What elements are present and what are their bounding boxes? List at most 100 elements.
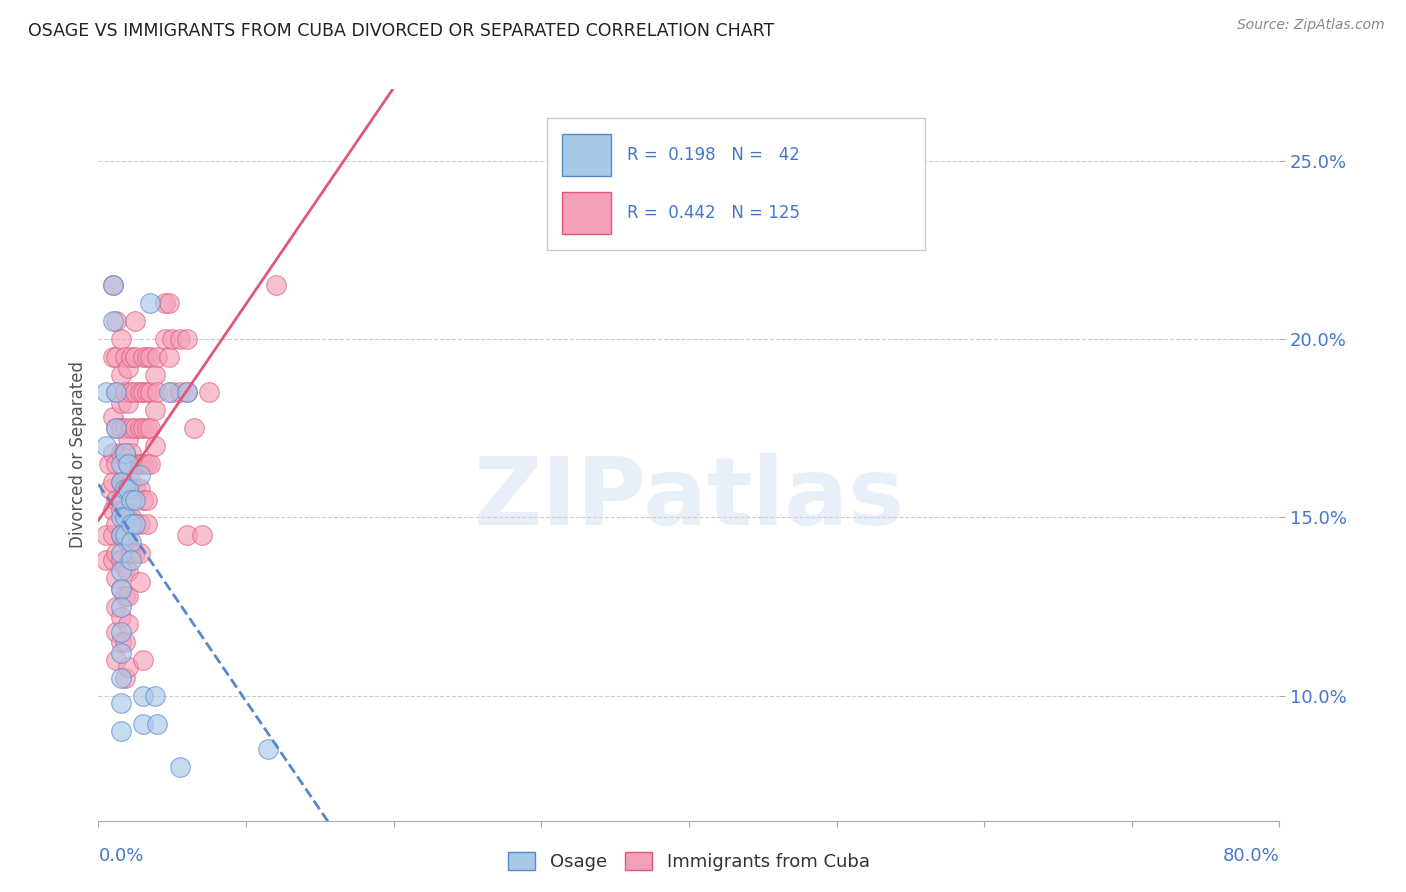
Point bbox=[124, 421, 146, 435]
Point bbox=[105, 599, 128, 614]
Point bbox=[110, 446, 132, 460]
Point bbox=[132, 689, 155, 703]
Point bbox=[132, 350, 155, 364]
Point bbox=[191, 528, 214, 542]
Point bbox=[139, 421, 162, 435]
Point bbox=[103, 278, 125, 293]
Point bbox=[105, 546, 128, 560]
Point bbox=[117, 617, 139, 632]
Point bbox=[110, 332, 132, 346]
Point bbox=[103, 410, 125, 425]
Point bbox=[117, 396, 139, 410]
Point bbox=[110, 475, 132, 489]
Point bbox=[120, 350, 142, 364]
Point bbox=[105, 571, 128, 585]
Point bbox=[110, 457, 132, 471]
Point bbox=[124, 517, 146, 532]
Point bbox=[110, 599, 132, 614]
Point bbox=[128, 457, 150, 471]
Point bbox=[114, 589, 136, 603]
Point bbox=[128, 467, 150, 482]
Point bbox=[114, 475, 136, 489]
Point bbox=[110, 724, 132, 739]
Point bbox=[103, 553, 125, 567]
Point bbox=[110, 646, 132, 660]
Text: 80.0%: 80.0% bbox=[1223, 847, 1279, 864]
Point bbox=[120, 517, 142, 532]
Y-axis label: Divorced or Separated: Divorced or Separated bbox=[69, 361, 87, 549]
Point bbox=[117, 589, 139, 603]
Point bbox=[110, 553, 132, 567]
Point bbox=[114, 510, 136, 524]
Point bbox=[103, 503, 125, 517]
Point bbox=[105, 314, 128, 328]
Point bbox=[128, 385, 150, 400]
Point bbox=[132, 492, 155, 507]
Point bbox=[105, 492, 128, 507]
Point bbox=[114, 482, 136, 496]
Point bbox=[143, 439, 166, 453]
Text: OSAGE VS IMMIGRANTS FROM CUBA DIVORCED OR SEPARATED CORRELATION CHART: OSAGE VS IMMIGRANTS FROM CUBA DIVORCED O… bbox=[28, 22, 775, 40]
Point bbox=[157, 296, 180, 310]
Point bbox=[169, 385, 191, 400]
Point bbox=[136, 421, 159, 435]
Point bbox=[157, 350, 180, 364]
Point bbox=[120, 546, 142, 560]
Point bbox=[176, 528, 198, 542]
Point bbox=[110, 368, 132, 382]
Point bbox=[114, 421, 136, 435]
Point bbox=[124, 385, 146, 400]
Point bbox=[97, 457, 120, 471]
Point bbox=[139, 296, 162, 310]
Point bbox=[162, 332, 183, 346]
Point bbox=[114, 503, 136, 517]
Point bbox=[110, 396, 132, 410]
Point bbox=[105, 385, 128, 400]
Point bbox=[132, 385, 155, 400]
Point bbox=[105, 624, 128, 639]
Point bbox=[176, 332, 198, 346]
Point bbox=[110, 564, 132, 578]
Point bbox=[120, 385, 142, 400]
Point bbox=[103, 528, 125, 542]
Point bbox=[128, 482, 150, 496]
Point bbox=[120, 421, 142, 435]
Point bbox=[94, 528, 117, 542]
Legend: Osage, Immigrants from Cuba: Osage, Immigrants from Cuba bbox=[501, 845, 877, 879]
Point bbox=[146, 717, 169, 731]
Point bbox=[120, 553, 142, 567]
Point bbox=[124, 314, 146, 328]
Point bbox=[139, 350, 162, 364]
Point bbox=[162, 385, 183, 400]
Point bbox=[110, 503, 132, 517]
Point bbox=[103, 314, 125, 328]
Point bbox=[114, 635, 136, 649]
Point bbox=[110, 671, 132, 685]
Point bbox=[120, 446, 142, 460]
Point bbox=[176, 385, 198, 400]
Point bbox=[128, 574, 150, 589]
Point bbox=[120, 492, 142, 507]
Point bbox=[143, 403, 166, 417]
Point bbox=[110, 492, 132, 507]
Point bbox=[114, 560, 136, 574]
Text: 0.0%: 0.0% bbox=[98, 847, 143, 864]
Point bbox=[257, 742, 280, 756]
Point bbox=[153, 296, 176, 310]
Point bbox=[128, 517, 150, 532]
Point bbox=[124, 492, 146, 507]
Point bbox=[128, 546, 150, 560]
Point bbox=[114, 446, 136, 460]
Point bbox=[117, 360, 139, 375]
Point bbox=[136, 350, 159, 364]
Point bbox=[139, 457, 162, 471]
Point bbox=[103, 446, 125, 460]
Point bbox=[110, 696, 132, 710]
Point bbox=[117, 432, 139, 446]
Point bbox=[114, 528, 136, 542]
Point bbox=[132, 717, 155, 731]
Point bbox=[94, 439, 117, 453]
Point bbox=[103, 350, 125, 364]
Point bbox=[117, 535, 139, 549]
Point bbox=[143, 368, 166, 382]
